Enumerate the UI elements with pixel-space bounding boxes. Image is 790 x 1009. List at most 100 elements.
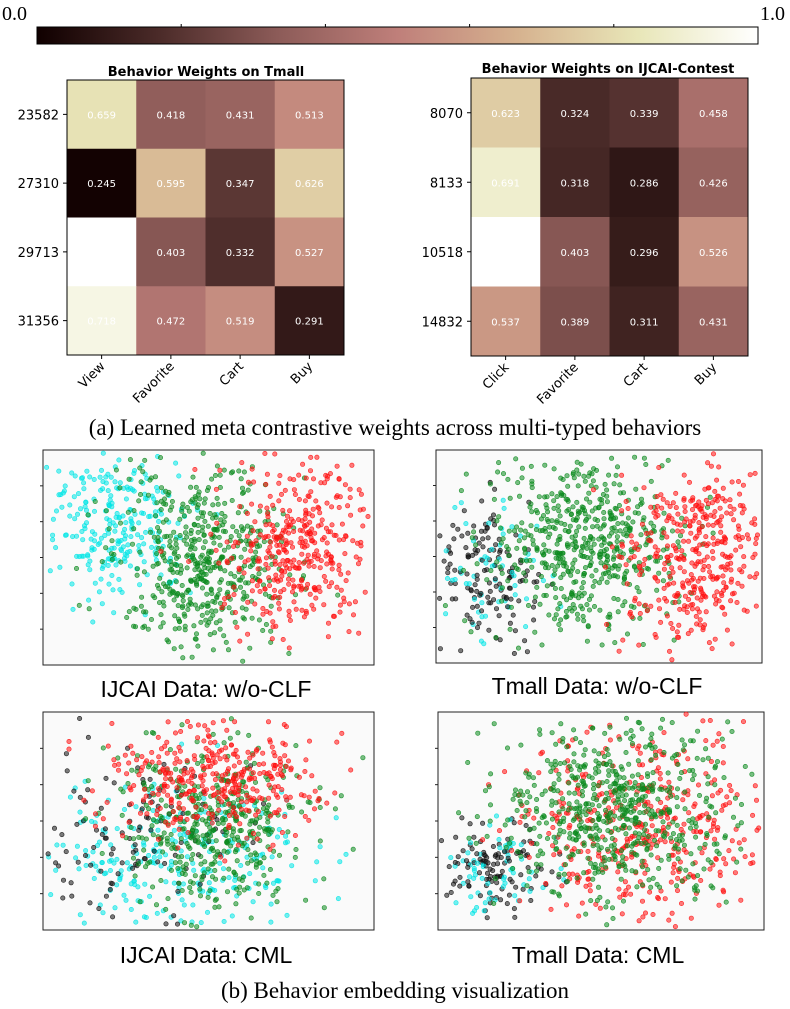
scatter-point xyxy=(254,583,260,589)
scatter-point xyxy=(354,540,360,546)
scatter-point xyxy=(249,578,255,584)
scatter-point xyxy=(585,848,591,854)
scatter-point xyxy=(660,496,666,502)
scatter-point xyxy=(169,545,175,551)
scatter-point xyxy=(171,880,177,886)
scatter-point xyxy=(588,860,594,866)
scatter-point xyxy=(296,560,302,566)
scatter-point xyxy=(138,479,144,485)
scatter-point xyxy=(520,886,526,892)
scatter-point xyxy=(682,508,688,514)
scatter-point xyxy=(596,803,602,809)
scatter-point xyxy=(542,788,548,794)
scatter-point xyxy=(156,585,162,591)
scatter-point xyxy=(89,529,95,535)
scatter-point xyxy=(625,884,631,890)
scatter-point xyxy=(323,472,329,478)
scatter-point xyxy=(568,591,574,597)
scatter-point xyxy=(531,815,537,821)
scatter-point xyxy=(495,855,501,861)
heatmap-ijcai-cell xyxy=(678,286,749,357)
scatter-point xyxy=(245,580,251,586)
scatter-point xyxy=(481,567,487,573)
heatmap-tmall-value: 0.245 xyxy=(87,179,116,190)
scatter-point xyxy=(210,785,216,791)
scatter-point xyxy=(190,769,196,775)
scatter-point xyxy=(474,851,480,857)
scatter-point xyxy=(550,785,556,791)
scatter-point xyxy=(119,860,125,866)
scatter-point xyxy=(314,454,320,460)
scatter-point xyxy=(125,780,131,786)
scatter-point xyxy=(171,551,177,557)
scatter-point xyxy=(192,494,198,500)
scatter-point xyxy=(482,788,488,794)
scatter-point xyxy=(212,630,218,636)
scatter-point xyxy=(159,485,165,491)
scatter-point xyxy=(679,737,685,743)
scatter-point xyxy=(669,657,675,663)
scatter-point xyxy=(275,771,281,777)
scatter-point xyxy=(236,533,242,539)
scatter-point xyxy=(199,612,205,618)
scatter-point xyxy=(179,897,185,903)
scatter-point xyxy=(232,751,238,757)
scatter-point xyxy=(142,623,148,629)
scatter-point xyxy=(239,460,245,466)
scatter-point xyxy=(720,760,726,766)
scatter-point xyxy=(696,792,702,798)
scatter-point xyxy=(222,568,228,574)
scatter-point xyxy=(279,568,285,574)
scatter-point xyxy=(493,583,499,589)
scatter-point xyxy=(224,560,230,566)
scatter-point xyxy=(672,815,678,821)
scatter-point xyxy=(255,566,261,572)
heatmap-tmall-cell xyxy=(67,217,137,287)
scatter-point xyxy=(188,601,194,607)
scatter-point xyxy=(356,630,362,636)
heatmap-ijcai-cell xyxy=(540,286,610,357)
scatter-point xyxy=(313,595,319,601)
scatter-ijcai-woclf xyxy=(40,449,375,666)
scatter-point xyxy=(688,530,694,536)
scatter-point xyxy=(635,504,641,510)
scatter-point xyxy=(228,742,234,748)
scatter-point xyxy=(179,722,185,728)
scatter-point xyxy=(209,752,215,758)
scatter-point xyxy=(72,516,78,522)
scatter-point xyxy=(205,555,211,561)
scatter-point xyxy=(492,876,498,882)
scatter-point xyxy=(131,526,137,532)
scatter-point xyxy=(202,859,208,865)
scatter-point xyxy=(83,862,89,868)
heatmap-ijcai-row-label: 14832 xyxy=(422,315,463,330)
heatmap-ijcai-cell xyxy=(540,217,610,287)
scatter-point xyxy=(597,526,603,532)
scatter-point xyxy=(163,517,169,523)
scatter-point xyxy=(713,856,719,862)
heatmap-tmall-col-label: Buy xyxy=(288,359,316,387)
scatter-point xyxy=(639,782,645,788)
scatter-point xyxy=(309,602,315,608)
scatter-point xyxy=(238,862,244,868)
scatter-point xyxy=(241,779,247,785)
scatter-point xyxy=(689,560,695,566)
scatter-point xyxy=(184,810,190,816)
scatter-point xyxy=(671,580,677,586)
scatter-point xyxy=(209,820,215,826)
scatter-point xyxy=(103,508,109,514)
scatter-point xyxy=(584,825,590,831)
scatter-point xyxy=(723,536,729,542)
scatter-point xyxy=(517,819,523,825)
scatter-point xyxy=(604,846,610,852)
scatter-point xyxy=(655,796,661,802)
scatter-point xyxy=(705,774,711,780)
scatter-point xyxy=(676,833,682,839)
scatter-point xyxy=(513,884,519,890)
scatter-point xyxy=(138,810,144,816)
scatter-point xyxy=(179,605,185,611)
heatmap-ijcai-cell xyxy=(609,147,680,218)
scatter-point xyxy=(669,755,675,761)
scatter-point xyxy=(224,781,230,787)
scatter-point xyxy=(642,556,648,562)
